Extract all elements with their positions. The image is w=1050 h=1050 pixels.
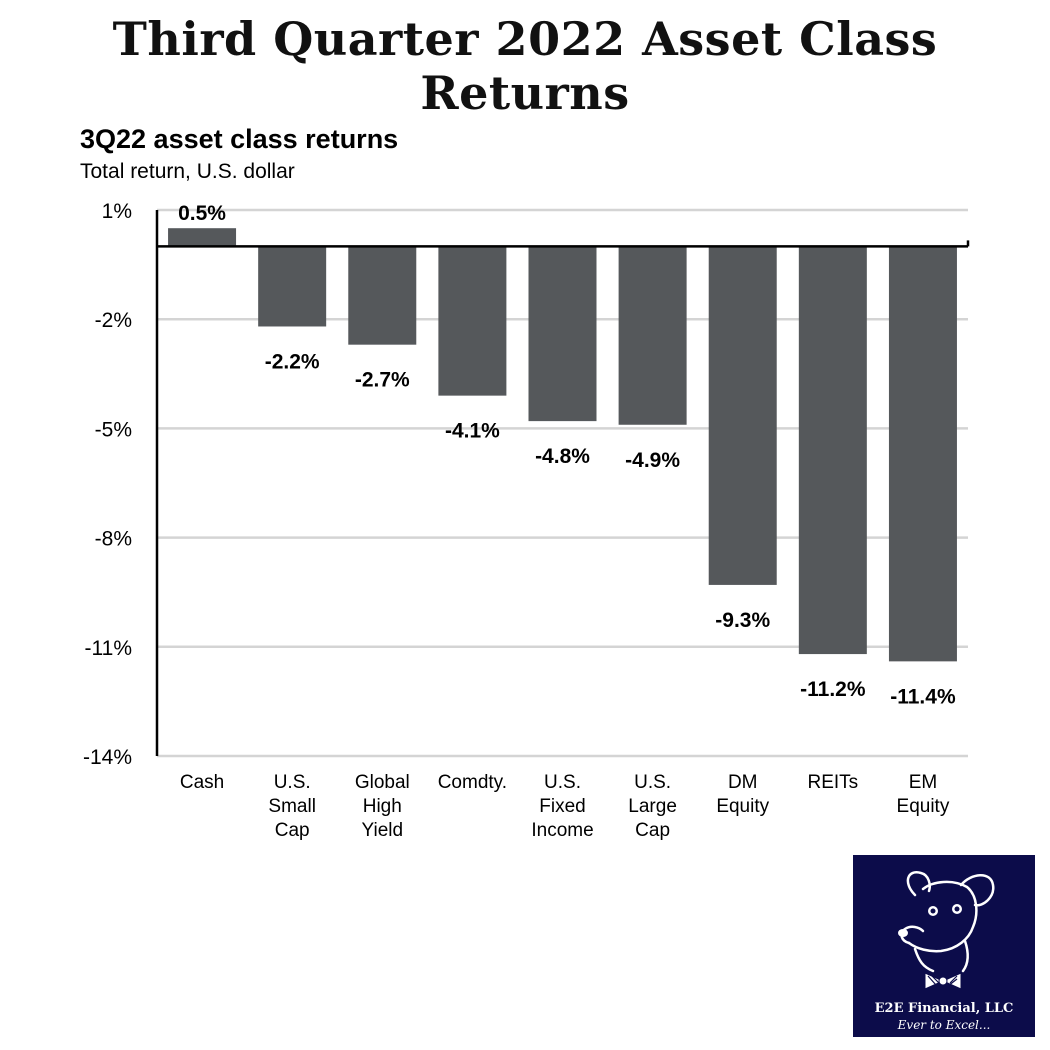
bar bbox=[618, 246, 687, 425]
x-tick-label: U.S. Large Cap bbox=[628, 772, 677, 841]
x-tick-label: REITs bbox=[807, 772, 858, 793]
data-label: -4.9% bbox=[625, 449, 680, 472]
y-tick-label: -11% bbox=[85, 637, 132, 660]
x-tick-label: Global High Yield bbox=[355, 772, 410, 841]
y-tick-label: -14% bbox=[83, 746, 132, 769]
axes bbox=[155, 210, 970, 756]
bar bbox=[168, 228, 237, 247]
y-tick-label: -2% bbox=[95, 309, 132, 332]
x-tick-label: U.S. Small Cap bbox=[268, 772, 316, 841]
x-tick-label: U.S. Fixed Income bbox=[531, 772, 593, 841]
data-label: -2.2% bbox=[265, 350, 320, 373]
data-label: -4.1% bbox=[445, 420, 500, 443]
bar bbox=[258, 246, 327, 327]
labels: 1% -2% -5% -8% -11% -14% 0.5% Cash -2.2% U.S. Smal… bbox=[83, 200, 956, 841]
x-tick-label: Cash bbox=[180, 772, 224, 793]
y-tick-label: -5% bbox=[95, 418, 132, 441]
bar-chart: 3Q22 asset class returns Total return, U… bbox=[80, 124, 970, 841]
data-label: 0.5% bbox=[178, 202, 226, 225]
bar bbox=[708, 246, 777, 585]
bar bbox=[798, 246, 867, 655]
dog-mascot-icon bbox=[898, 871, 995, 990]
page-title: Third Quarter 2022 Asset Class Returns bbox=[112, 12, 938, 120]
chart-subtitle: Total return, U.S. dollar bbox=[80, 160, 295, 183]
logo-tagline: Ever to Excel... bbox=[897, 1018, 991, 1032]
bar bbox=[528, 246, 597, 422]
bowtie-icon bbox=[924, 972, 962, 990]
bar bbox=[888, 246, 957, 662]
chart-title: 3Q22 asset class returns bbox=[80, 124, 398, 154]
data-label: -9.3% bbox=[715, 609, 770, 632]
bar bbox=[438, 246, 507, 396]
data-label: -2.7% bbox=[355, 369, 410, 392]
bars bbox=[168, 228, 957, 662]
x-tick-label: EM Equity bbox=[897, 772, 950, 817]
x-tick-label: Comdty. bbox=[438, 772, 507, 793]
logo-company-name: E2E Financial, LLC bbox=[874, 1001, 1014, 1016]
company-logo: E2E Financial, LLC Ever to Excel... bbox=[853, 855, 1035, 1037]
data-label: -11.4% bbox=[890, 685, 956, 708]
bar bbox=[348, 246, 417, 345]
y-tick-label: -8% bbox=[95, 528, 132, 551]
y-tick-label: 1% bbox=[102, 200, 132, 223]
x-tick-label: DM Equity bbox=[716, 772, 769, 817]
data-label: -4.8% bbox=[535, 445, 590, 468]
data-label: -11.2% bbox=[800, 678, 866, 701]
